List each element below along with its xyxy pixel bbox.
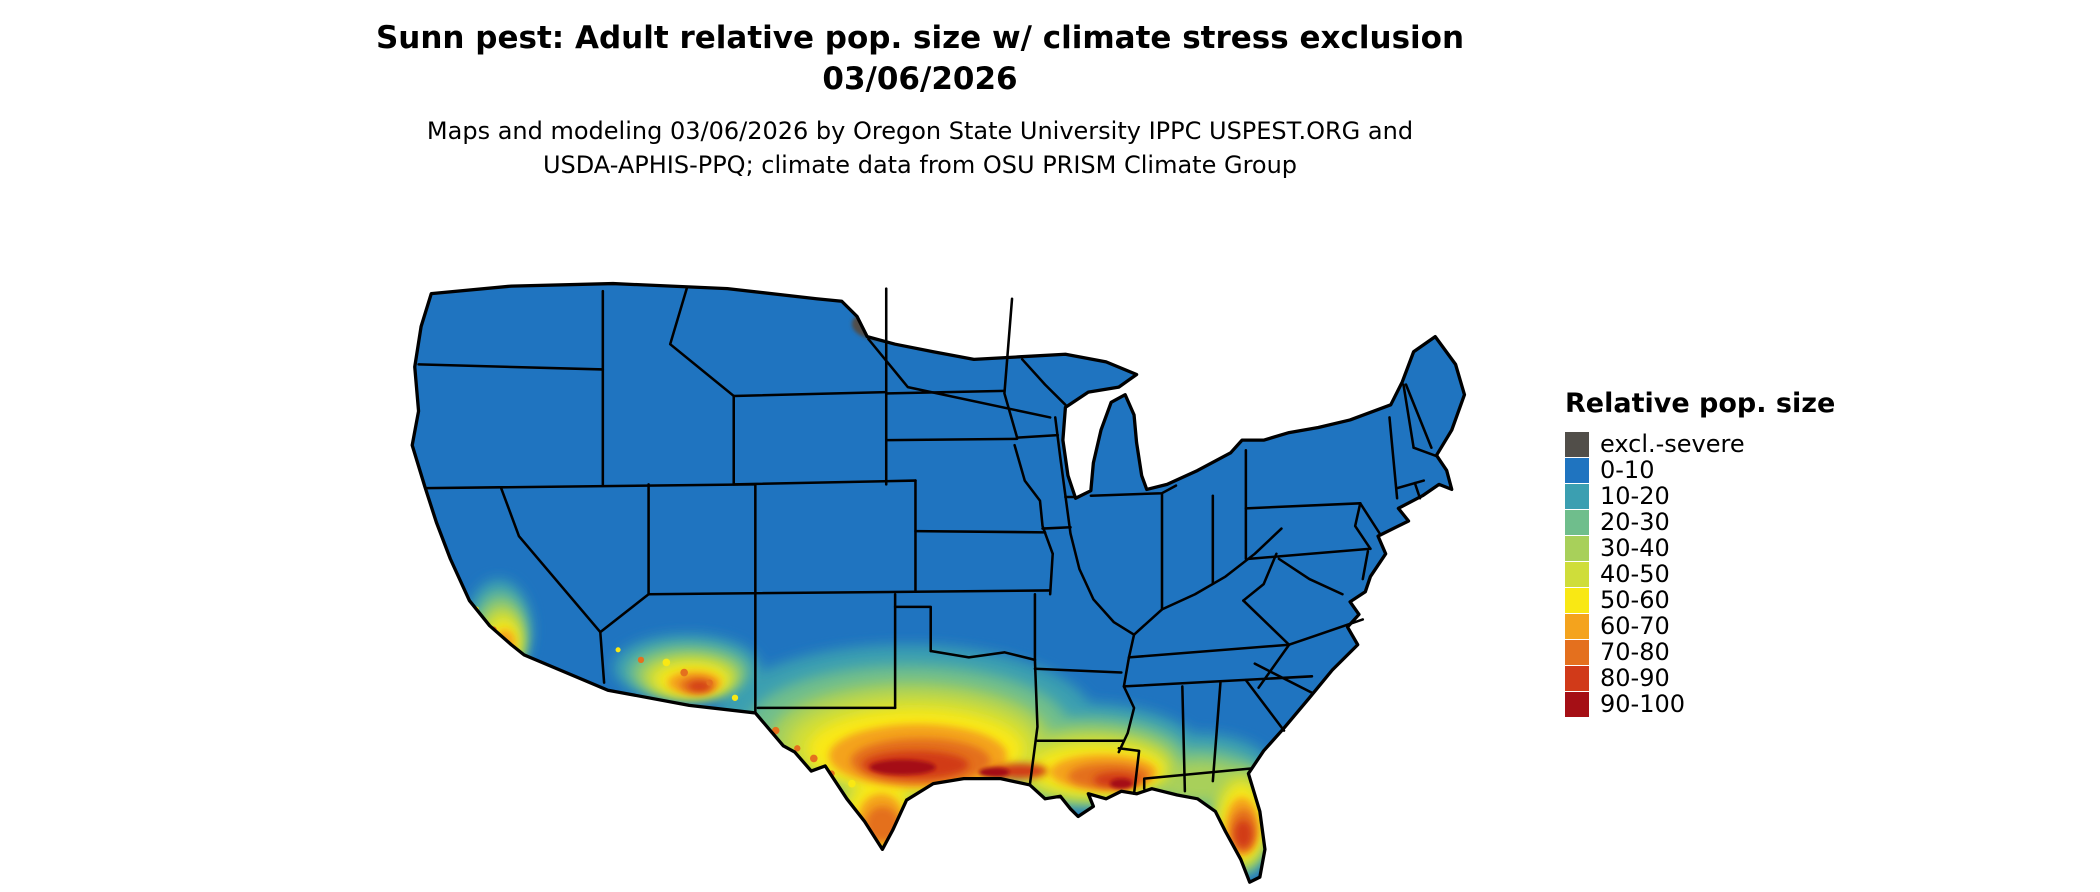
legend-label: 0-10 bbox=[1600, 456, 1655, 484]
legend-swatch bbox=[1565, 535, 1589, 561]
legend-label: excl.-severe bbox=[1600, 430, 1745, 458]
legend-swatch bbox=[1565, 457, 1589, 483]
legend-item: 90-100 bbox=[1565, 690, 1835, 718]
us-choropleth-map bbox=[410, 281, 1467, 884]
legend-item: 50-60 bbox=[1565, 586, 1835, 614]
legend-item: excl.-severe bbox=[1565, 430, 1835, 458]
legend-label: 80-90 bbox=[1600, 664, 1670, 692]
legend-swatch bbox=[1565, 691, 1589, 717]
heat-layer-90-100 bbox=[869, 759, 1133, 789]
legend-swatch bbox=[1565, 561, 1589, 587]
figure-credit-line2: USDA-APHIS-PPQ; climate data from OSU PR… bbox=[542, 151, 1298, 179]
legend-swatch bbox=[1565, 587, 1589, 613]
legend-item: 80-90 bbox=[1565, 664, 1835, 692]
legend-item: 10-20 bbox=[1565, 482, 1835, 510]
legend-swatch bbox=[1565, 639, 1589, 665]
state-borders bbox=[417, 287, 1440, 796]
legend-label: 30-40 bbox=[1600, 534, 1670, 562]
figure-title-line1: Sunn pest: Adult relative pop. size w/ c… bbox=[375, 20, 1465, 56]
legend-label: 60-70 bbox=[1600, 612, 1670, 640]
figure-title-line2: 03/06/2026 bbox=[822, 61, 1018, 97]
legend-swatch bbox=[1565, 665, 1589, 691]
legend-item: 40-50 bbox=[1565, 560, 1835, 588]
legend-item: 20-30 bbox=[1565, 508, 1835, 536]
map-legend: Relative pop. size excl.-severe 0-10 10-… bbox=[1565, 388, 1836, 718]
us-map-outline bbox=[410, 281, 1467, 884]
legend-label: 90-100 bbox=[1600, 690, 1686, 718]
legend-label: 50-60 bbox=[1600, 586, 1670, 614]
legend-item: 60-70 bbox=[1565, 612, 1835, 640]
legend-item: 30-40 bbox=[1565, 534, 1835, 562]
legend-label: 70-80 bbox=[1600, 638, 1670, 666]
figure-header: Sunn pest: Adult relative pop. size w/ c… bbox=[0, 18, 1840, 182]
legend-swatch bbox=[1565, 431, 1589, 457]
legend-item: 70-80 bbox=[1565, 638, 1835, 666]
legend-label: 20-30 bbox=[1600, 508, 1670, 536]
figure-credit-line1: Maps and modeling 03/06/2026 by Oregon S… bbox=[426, 117, 1414, 145]
legend-label: 40-50 bbox=[1600, 560, 1670, 588]
legend-swatch bbox=[1565, 613, 1589, 639]
legend-label: 10-20 bbox=[1600, 482, 1670, 510]
legend-swatch bbox=[1565, 509, 1589, 535]
legend-swatch bbox=[1565, 483, 1589, 509]
legend-title: Relative pop. size bbox=[1565, 388, 1836, 419]
legend-item: 0-10 bbox=[1565, 456, 1835, 484]
